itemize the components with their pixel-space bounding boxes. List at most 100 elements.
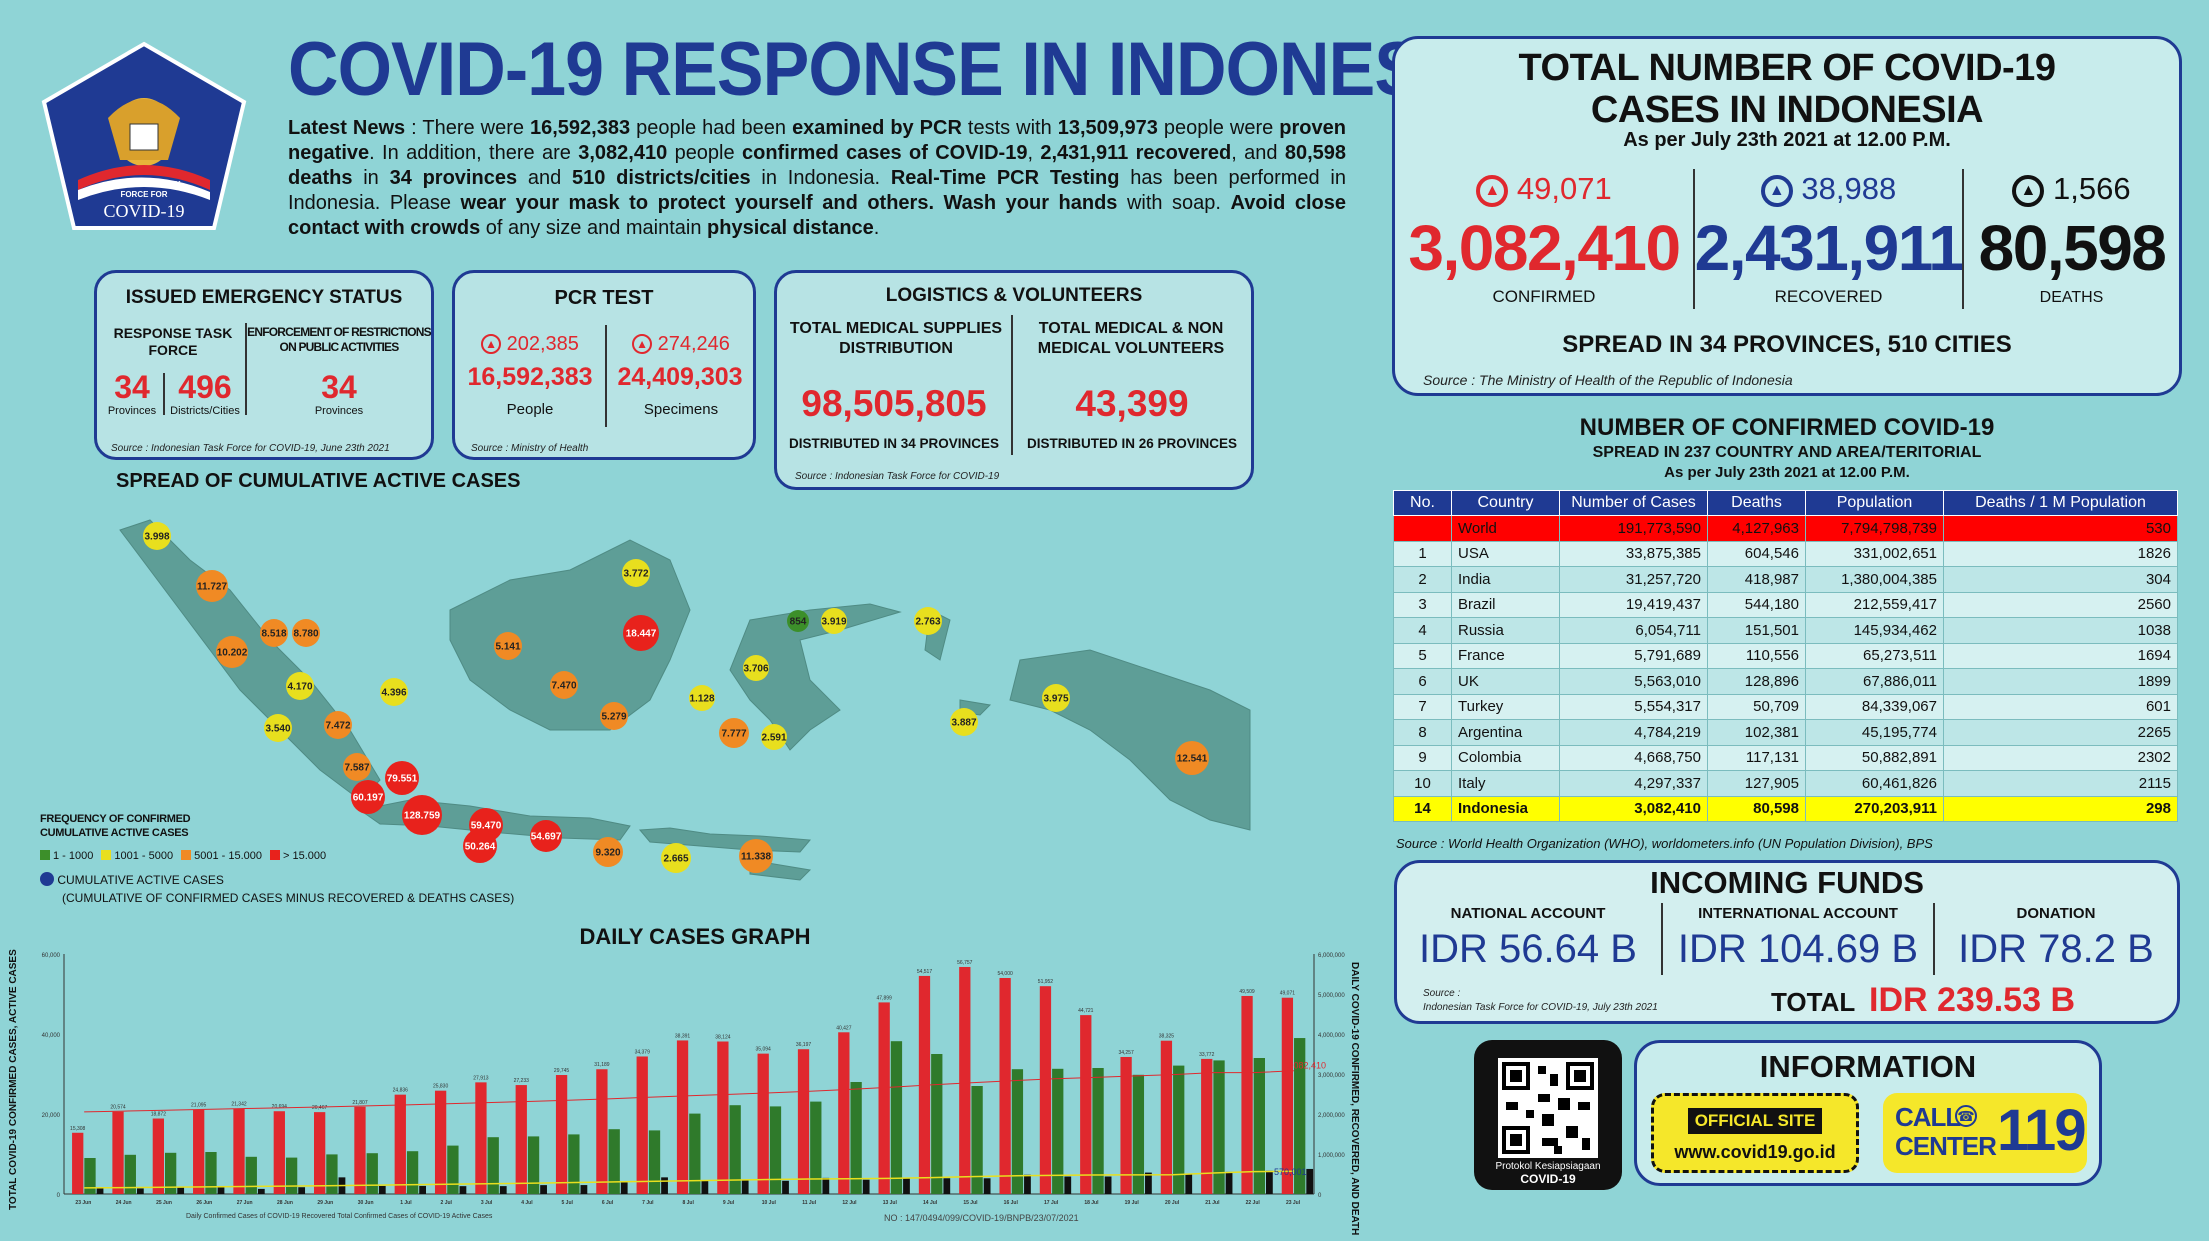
bar-recovered (1294, 1038, 1306, 1194)
table-cell (1393, 515, 1452, 542)
bar-recovered (366, 1153, 378, 1194)
y-tick-label-right: 0 (1318, 1193, 1322, 1199)
map-bubble (914, 607, 942, 635)
bar-confirmed (555, 1075, 568, 1194)
bar-recovered (568, 1134, 580, 1194)
map-bubble (739, 839, 773, 873)
x-tick-label: 15 Jul (963, 1200, 978, 1206)
bar-deaths (257, 1188, 265, 1194)
emergency-cities-value: 496 (178, 369, 232, 405)
table-cell: India (1451, 566, 1560, 593)
supplies-value: 98,505,805 (801, 383, 987, 424)
bar-value-label: 21,095 (191, 1103, 207, 1109)
pcr-title: PCR TEST (554, 287, 654, 309)
table-cell: France (1451, 642, 1560, 669)
map-bubble (719, 718, 749, 748)
table-cell: Italy (1451, 770, 1560, 797)
bar-deaths (1104, 1176, 1112, 1194)
legend-swatch (101, 850, 112, 860)
table-cell: 84,339,067 (1805, 693, 1944, 720)
bar-confirmed (354, 1106, 366, 1194)
map-bubble (216, 636, 248, 668)
enforcement-value: 34 (321, 369, 357, 405)
bar-value-label: 54,000 (997, 971, 1013, 977)
bar-deaths (782, 1180, 789, 1194)
bar-confirmed (717, 1041, 729, 1194)
table-cell: 60,461,826 (1805, 770, 1944, 797)
phone-icon: ☎ (1955, 1105, 1977, 1127)
total-asof: As per July 23th 2021 at 12.00 P.M. (1623, 129, 1951, 151)
table-cell: 2302 (1943, 744, 2178, 771)
x-tick-label: 10 Jul (762, 1200, 777, 1206)
bar-deaths (1185, 1173, 1193, 1194)
bar-value-label: 49,071 (1280, 991, 1296, 997)
bar-recovered (1011, 1069, 1024, 1194)
call-center-button[interactable]: CALL CENTER ☎ 119 (1883, 1093, 2087, 1173)
table-cell: 1899 (1943, 668, 2178, 695)
emergency-status-panel: ISSUED EMERGENCY STATUS RESPONSE TASK FO… (94, 270, 434, 460)
blue-dot-icon (40, 872, 54, 886)
table-cell: 14 (1393, 795, 1452, 822)
table-cell: 1038 (1943, 617, 2178, 644)
table-header-cell: Country (1451, 490, 1560, 516)
supplies-note: DISTRIBUTED IN 34 PROVINCES (788, 436, 1000, 451)
official-site-button[interactable]: OFFICIAL SITE www.covid19.go.id (1651, 1093, 1859, 1173)
map-bubble (292, 619, 320, 647)
x-tick-label: 4 Jul (521, 1200, 533, 1206)
bar-value-label: 54,517 (917, 969, 933, 975)
map-svg: 3.998 11.727 10.202 8.518 8.780 4.170 3.540 7.4… (119, 519, 1251, 881)
official-site-url[interactable]: www.covid19.go.id (1674, 1142, 1836, 1162)
table-cell: 5,791,689 (1559, 642, 1708, 669)
map-legend-title: FREQUENCY OF CONFIRMED CUMULATIVE ACTIVE… (40, 813, 191, 839)
legend-swatch (40, 850, 50, 860)
table-row: 9 Colombia 4,668,750 117,131 50,882,891 2302 (1393, 744, 2178, 771)
table-row: 8 Argentina 4,784,219 102,381 45,195,774 2265 (1393, 719, 2178, 746)
bar-recovered (648, 1130, 661, 1194)
table-cell: 2265 (1943, 719, 2178, 746)
bar-deaths (1225, 1171, 1233, 1194)
map-bubble-label: 3.887 (951, 718, 976, 729)
bar-value-label: 25,830 (433, 1084, 449, 1090)
daily-ylabel-right: DAILY COVID-19 CONFIRMED, RECOVERED, AND… (1349, 962, 1360, 1236)
emergency-provinces-label: Provinces (107, 405, 157, 417)
table-cell: 9 (1393, 744, 1452, 771)
up-arrow-icon: ▲ (481, 334, 502, 354)
enforcement-title: ENFORCEMENT OF RESTRICTIONS ON PUBLIC AC… (247, 325, 432, 354)
table-cell: Argentina (1451, 719, 1560, 746)
bar-recovered (205, 1152, 217, 1194)
bar-confirmed (999, 978, 1011, 1194)
map-bubble-label: 5.141 (495, 642, 520, 653)
bar-recovered (689, 1113, 701, 1194)
table-cell: 33,875,385 (1559, 540, 1708, 567)
donation-value: IDR 78.2 B (1958, 927, 2154, 971)
map-bubble (286, 672, 314, 700)
bar-value-label: 56,757 (957, 960, 973, 966)
bar-deaths (822, 1177, 830, 1194)
table-cell: 1 (1393, 540, 1452, 567)
bar-value-label: 34,379 (635, 1049, 651, 1055)
qr-card[interactable]: Protokol Kesiapsiagaan COVID-19 (1474, 1040, 1622, 1190)
map-bubble-label: 4.170 (287, 682, 312, 693)
bar-recovered (890, 1041, 903, 1194)
x-tick-label: 22 Jul (1246, 1200, 1261, 1206)
map-bubble (622, 559, 650, 587)
response-task-force-title: RESPONSE TASK FORCE (113, 325, 233, 358)
map-bubble-label: 7.587 (344, 763, 369, 774)
y-tick-label: 0 (57, 1193, 61, 1199)
bar-confirmed (959, 966, 971, 1194)
y-tick-label: 60,000 (42, 953, 61, 959)
bar-confirmed (1160, 1040, 1173, 1194)
bar-recovered (971, 1086, 983, 1194)
legend-swatch (269, 850, 280, 860)
map-bubble-label: 3.540 (265, 724, 290, 735)
table-row: 10 Italy 4,297,337 127,905 60,461,826 2115 (1393, 770, 2178, 797)
x-tick-label: 23 Jun (75, 1200, 91, 1206)
map-bubble (264, 714, 292, 742)
qr-code-icon[interactable] (1498, 1058, 1598, 1158)
up-arrow-icon: ▲ (1476, 175, 1509, 207)
table-cell: 604,546 (1707, 540, 1806, 567)
x-tick-label: 5 Jul (562, 1200, 574, 1206)
volunteers-note: DISTRIBUTED IN 26 PROVINCES (1026, 436, 1238, 451)
bar-deaths (1266, 1170, 1273, 1194)
bar-value-label: 38,391 (675, 1033, 691, 1039)
